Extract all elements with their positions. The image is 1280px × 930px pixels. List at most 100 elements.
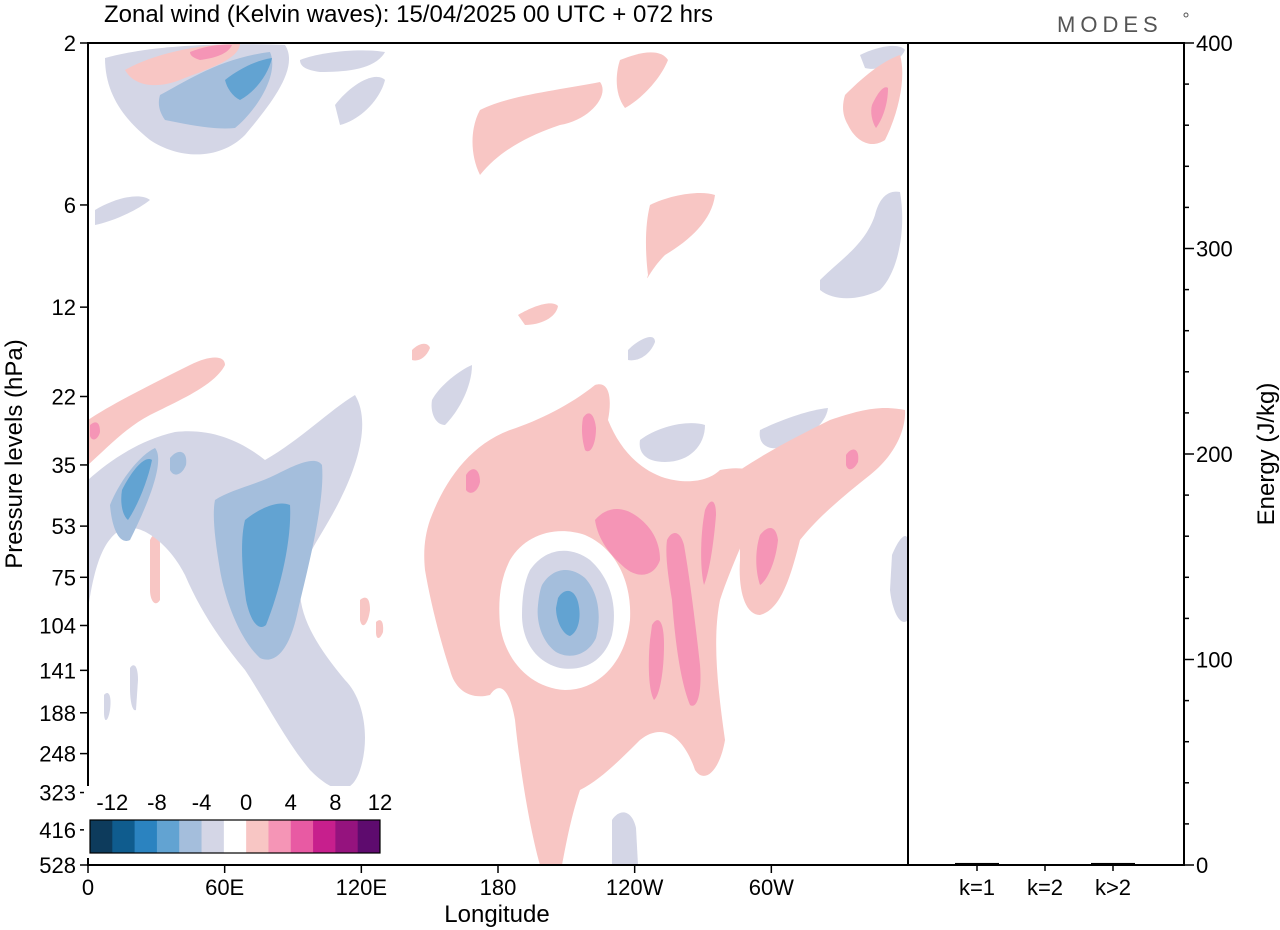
colorbar-cell: [156, 820, 180, 853]
colorbar-cell: [313, 820, 336, 853]
contour-lavender: [890, 535, 908, 622]
colorbar-cell: [357, 820, 381, 853]
contour-pink: [666, 533, 701, 706]
contour-blue: [170, 451, 187, 475]
energy-category-label: k>2: [1095, 875, 1131, 900]
y-tick-label: 22: [52, 384, 76, 409]
logo-registered-mark: [1183, 12, 1189, 18]
modes-logo: MODES: [1057, 12, 1163, 37]
contour-pink: [648, 620, 664, 700]
contour-lavender: [300, 50, 385, 72]
contour-field: [88, 43, 908, 865]
contour-lavender: [612, 812, 638, 865]
contour-pink: [616, 52, 668, 108]
energy-tick-label: 100: [1196, 648, 1233, 673]
contour-pink: [701, 501, 716, 585]
colorbar-cell: [134, 820, 158, 853]
x-tick-label: 180: [480, 875, 517, 900]
contour-pink: [843, 55, 903, 145]
contour-pink: [90, 422, 100, 440]
heatmap-panel: [87, 42, 909, 866]
colorbar-cell: [112, 820, 136, 853]
y-tick-label: 528: [39, 853, 76, 878]
y-tick-label: 35: [52, 453, 76, 478]
colorbar-label: 4: [285, 790, 297, 815]
x-tick-label: 60W: [749, 875, 794, 900]
contour-lavender: [820, 191, 903, 299]
colorbar-cells: [90, 820, 381, 853]
y-tick-label: 141: [39, 658, 76, 683]
colorbar-label: -12: [96, 790, 128, 815]
contour-blue: [225, 58, 272, 100]
contour-blue: [556, 590, 580, 636]
colorbar-frame: [89, 819, 381, 854]
energy-tick-label: 0: [1196, 853, 1208, 878]
pressure-axis: 2 6 12 22 35 53 75 104 141 188 248 323 416 528: [39, 31, 88, 878]
energy-category-label: k=2: [1027, 875, 1063, 900]
colorbar-cell: [201, 820, 225, 853]
energy-axis-label: Energy (J/kg): [1253, 383, 1280, 526]
y-tick-label: 12: [52, 295, 76, 320]
x-tick-label: 60E: [205, 875, 244, 900]
colorbar-label: 0: [240, 790, 252, 815]
contour-lavender: [639, 423, 705, 462]
contour-pink: [645, 193, 715, 279]
energy-tick-label: 300: [1196, 237, 1233, 262]
colorbar-label: 8: [329, 790, 341, 815]
contour-lavender: [431, 365, 472, 425]
colorbar-cell: [268, 820, 292, 853]
energy-tick-label: 200: [1196, 442, 1233, 467]
colorbar-label: 12: [368, 790, 392, 815]
longitude-axis: 0 60E 120E 180 120W 60W: [82, 865, 794, 900]
contour-lavender: [860, 45, 905, 69]
contour-pink: [846, 449, 859, 470]
y-tick-label: 416: [39, 818, 76, 843]
colorbar-label: -4: [192, 790, 212, 815]
energy-category-label: k=1: [959, 875, 995, 900]
contour-pink: [412, 343, 430, 361]
energy-bars: [955, 862, 1135, 865]
contour-pink: [466, 469, 480, 493]
energy-axis: 0 100 200 300 400: [1184, 31, 1233, 878]
colorbar-labels: -12 -8 -4 0 4 8 12: [96, 790, 392, 815]
energy-bar: [955, 862, 999, 865]
y-tick-label: 323: [39, 781, 76, 806]
y-tick-label: 75: [52, 565, 76, 590]
contour-lavender: [95, 196, 150, 225]
x-tick-label: 120E: [336, 875, 387, 900]
contour-pink: [150, 533, 160, 604]
x-tick-label: 120W: [606, 875, 664, 900]
energy-frame: [907, 42, 1185, 866]
y-tick-label: 104: [39, 613, 76, 638]
x-tick-label: 0: [82, 875, 94, 900]
contour-pink: [376, 620, 384, 638]
colorbar-cell: [335, 820, 359, 853]
heatmap-plot-area: [88, 43, 908, 865]
contour-pink: [739, 408, 906, 615]
x-axis-label: Longitude: [444, 901, 549, 928]
contour-lavender: [335, 76, 385, 125]
contour-blue: [121, 459, 152, 520]
colorbar-label: -8: [147, 790, 167, 815]
chart-title: Zonal wind (Kelvin waves): 15/04/2025 00…: [104, 1, 713, 28]
contour-pink: [88, 357, 225, 465]
contour-pink: [595, 508, 660, 575]
contour-lavender: [759, 408, 828, 449]
colorbar-cell: [246, 820, 269, 853]
contour-pink: [756, 528, 778, 585]
y-tick-label: 188: [39, 701, 76, 726]
colorbar-cell: [290, 820, 314, 853]
colorbar-cell: [179, 820, 203, 853]
energy-bar: [1091, 862, 1135, 865]
y-tick-label: 2: [64, 31, 76, 56]
contour-pink: [190, 44, 232, 60]
colorbar-cell: [90, 820, 113, 853]
energy-panel: 0 100 200 300 400 k=1 k=2 k>2 Energy (J/kg): [907, 31, 1280, 900]
y-axis-label: Pressure levels (hPa): [1, 339, 28, 568]
contour-pink: [581, 413, 596, 452]
energy-categories: k=1 k=2 k>2: [959, 865, 1131, 900]
contour-pink: [360, 597, 370, 626]
contour-pink: [472, 82, 603, 175]
contour-lavender: [104, 692, 111, 721]
